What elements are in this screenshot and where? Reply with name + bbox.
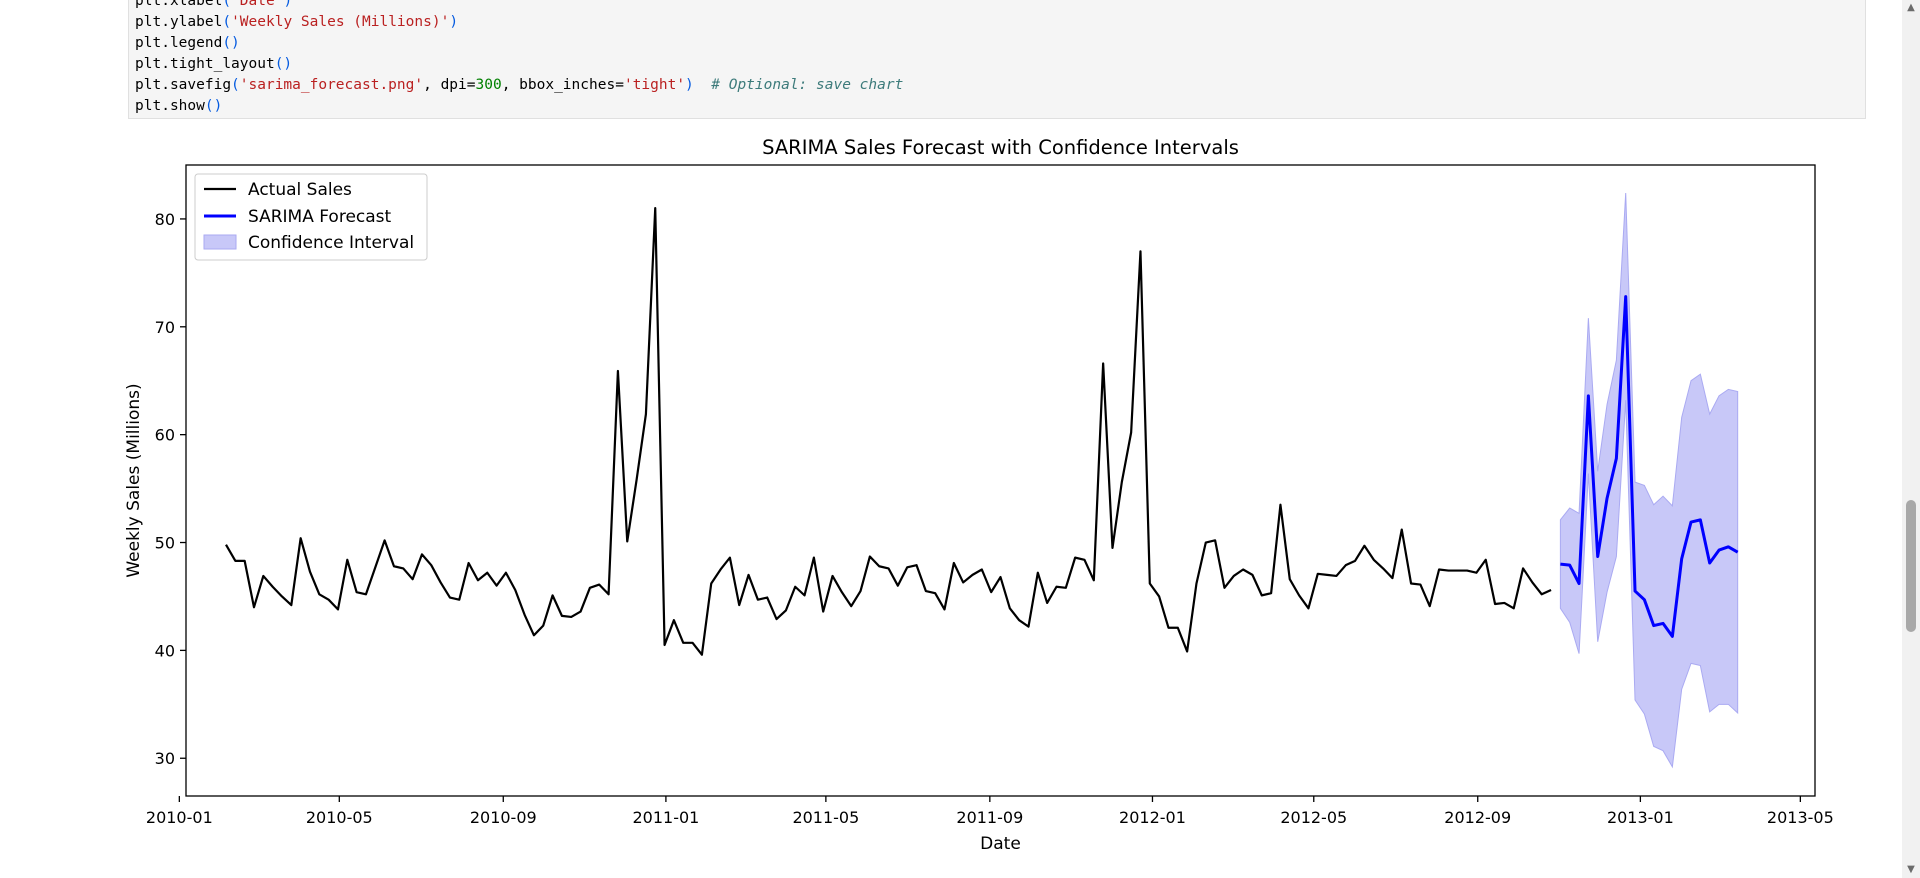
code-line: plt.show() [135,96,903,117]
actual-sales-line [225,207,1552,656]
code-token: . [161,77,170,93]
code-line: plt.legend() [135,33,903,54]
x-tick-label: 2011-09 [956,808,1023,827]
x-tick-label: 2010-05 [306,808,373,827]
code-token: plt [135,0,162,9]
x-tick-label: 2012-05 [1280,808,1347,827]
legend-label: SARIMA Forecast [248,207,392,227]
legend-ci-swatch [203,234,237,250]
x-tick-label: 2011-01 [632,808,699,827]
code-token: ( [231,77,240,93]
code-token: . [161,98,170,114]
chart-output: 2010-01 2010-05 2010-09 2011-01 2011-05 2011-… [0,119,1880,878]
code-token: () [274,56,293,72]
code-token: xlabel [169,0,223,9]
code-token: tight_layout [169,56,275,72]
x-tick-label: 2012-09 [1444,808,1511,827]
code-token: ) [283,0,293,9]
code-token [694,77,711,93]
scroll-down-icon[interactable]: ▼ [1907,864,1915,875]
plot-frame [185,164,1816,797]
code-line: plt.xlabel('Date') [135,0,903,12]
y-tick-label: 70 [155,318,175,337]
code-token: plt [135,77,162,93]
x-tick-label: 2010-09 [470,808,537,827]
code-token: # Optional: save chart [711,77,904,93]
scroll-up-icon[interactable]: ▲ [1907,2,1915,13]
code-token: legend [169,35,223,51]
code-block[interactable]: plt.xlabel('Date') plt.ylabel('Weekly Sal… [135,0,903,117]
code-token: ) [449,14,459,30]
legend-label: Actual Sales [248,180,352,200]
confidence-interval-band [1559,193,1739,769]
plot-area [186,165,1815,796]
code-line: plt.savefig('sarima_forecast.png', dpi=3… [135,75,903,96]
code-token: savefig [169,77,232,93]
code-token: . [161,56,170,72]
scrollbar-thumb[interactable] [1906,500,1916,632]
code-token: 'Weekly Sales (Millions)' [231,14,450,30]
y-tick-label: 40 [155,641,175,660]
code-token: ( [222,0,232,9]
code-token: = [466,77,476,93]
code-token: 'sarima_forecast.png' [239,77,424,93]
code-token: . [161,0,170,9]
code-token: 'tight' [623,77,686,93]
code-token: , dpi [423,77,467,93]
code-token: () [222,35,240,51]
code-line: plt.ylabel('Weekly Sales (Millions)') [135,12,903,33]
y-axis-label: Weekly Sales (Millions) [124,383,144,577]
y-tick-label: 50 [155,534,175,553]
chart-svg: 2010-01 2010-05 2010-09 2011-01 2011-05 2011-… [124,136,1834,854]
code-token: () [204,98,223,114]
legend: Actual Sales SARIMA Forecast Confidence In… [194,173,428,261]
code-token: plt [135,56,162,72]
code-token: show [169,98,205,114]
chart-title: SARIMA Sales Forecast with Confidence In… [762,136,1239,159]
x-tick-label: 2010-01 [146,808,213,827]
code-token: plt [135,35,162,51]
code-token: ( [222,14,232,30]
code-token: plt [135,14,162,30]
code-cell[interactable]: plt.xlabel('Date') plt.ylabel('Weekly Sal… [128,0,1866,119]
code-token: plt [135,98,162,114]
code-token: = [615,77,624,93]
x-tick-label: 2011-05 [792,808,859,827]
y-tick-label: 60 [155,426,175,445]
y-tick-label: 80 [155,210,175,229]
code-token: 'Date' [231,0,284,9]
x-tick-label: 2013-05 [1767,808,1834,827]
code-line: plt.tight_layout() [135,54,903,75]
y-tick-label: 30 [155,749,175,768]
legend-box [194,173,428,261]
x-tick-label: 2012-01 [1119,808,1186,827]
code-token: . [161,35,170,51]
legend-label: Confidence Interval [248,233,414,253]
code-token: ) [685,77,694,93]
code-token: , bbox_inches [501,77,616,93]
code-token: 300 [475,77,502,93]
vertical-scrollbar[interactable]: ▲ ▼ [1902,0,1920,878]
x-axis-label: Date [980,834,1021,854]
x-tick-label: 2013-01 [1607,808,1674,827]
code-token: . [161,14,170,30]
code-token: ylabel [169,14,223,30]
sarima-forecast-line [1560,295,1739,638]
